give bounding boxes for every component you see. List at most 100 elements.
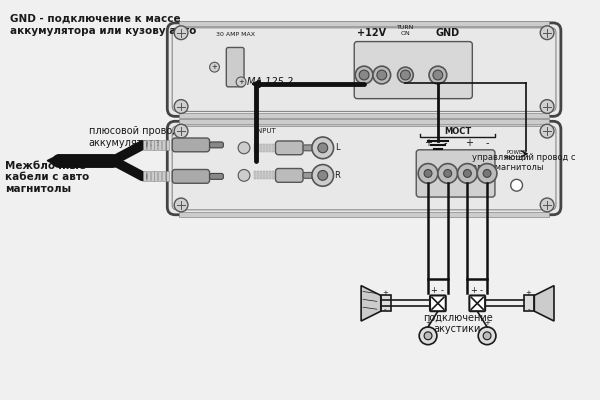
Bar <box>179 21 549 26</box>
Circle shape <box>174 100 188 114</box>
Circle shape <box>359 70 369 80</box>
FancyBboxPatch shape <box>430 296 446 311</box>
Circle shape <box>174 26 188 40</box>
Bar <box>266 172 268 179</box>
Text: +: + <box>484 320 490 326</box>
Polygon shape <box>47 155 59 166</box>
Bar <box>179 212 549 217</box>
Circle shape <box>540 198 554 212</box>
Bar <box>143 172 146 181</box>
Bar <box>143 140 146 150</box>
FancyBboxPatch shape <box>275 141 303 155</box>
Circle shape <box>236 77 246 87</box>
Text: MA 125.2: MA 125.2 <box>247 77 294 87</box>
Bar <box>260 172 262 179</box>
Bar <box>254 144 256 152</box>
Circle shape <box>463 170 472 177</box>
FancyBboxPatch shape <box>209 142 223 148</box>
Circle shape <box>238 142 250 154</box>
Polygon shape <box>535 286 554 321</box>
Text: +: + <box>466 138 473 148</box>
Bar <box>260 144 262 152</box>
Text: -: - <box>479 286 482 295</box>
Circle shape <box>398 67 413 83</box>
Bar <box>158 172 161 181</box>
Circle shape <box>174 124 188 138</box>
Text: L: L <box>335 143 340 152</box>
Circle shape <box>424 170 432 177</box>
FancyBboxPatch shape <box>354 42 472 99</box>
Circle shape <box>400 70 410 80</box>
Text: Межблочные
кабели с авто
магнитолы: Межблочные кабели с авто магнитолы <box>5 161 89 194</box>
Circle shape <box>238 170 250 181</box>
Circle shape <box>312 137 334 159</box>
Bar <box>263 172 265 179</box>
FancyBboxPatch shape <box>275 168 303 182</box>
Text: TURN
ON: TURN ON <box>397 25 414 36</box>
Text: 30 AMP MAX: 30 AMP MAX <box>215 32 254 37</box>
FancyBboxPatch shape <box>209 174 223 179</box>
Bar <box>524 296 535 311</box>
Circle shape <box>209 62 220 72</box>
Circle shape <box>312 164 334 186</box>
Bar <box>158 140 161 150</box>
Circle shape <box>418 164 438 183</box>
Bar <box>146 140 149 150</box>
Circle shape <box>458 164 477 183</box>
Bar <box>151 172 154 181</box>
Bar <box>257 144 259 152</box>
Text: +: + <box>425 320 431 326</box>
Circle shape <box>540 100 554 114</box>
Circle shape <box>318 170 328 180</box>
FancyBboxPatch shape <box>172 170 209 183</box>
Circle shape <box>377 70 387 80</box>
Text: -: - <box>383 306 386 312</box>
Text: GND: GND <box>436 28 460 38</box>
Circle shape <box>540 124 554 138</box>
Bar <box>163 172 166 181</box>
Bar <box>263 144 265 152</box>
Circle shape <box>438 164 458 183</box>
Text: INPUT: INPUT <box>256 128 276 134</box>
Bar <box>179 114 549 118</box>
Circle shape <box>444 170 452 177</box>
Bar <box>163 140 166 150</box>
Circle shape <box>318 143 328 153</box>
Circle shape <box>174 198 188 212</box>
Bar <box>154 140 157 150</box>
Bar <box>254 172 256 179</box>
Bar <box>257 172 259 179</box>
Bar <box>151 140 154 150</box>
Circle shape <box>429 66 447 84</box>
Circle shape <box>511 179 523 191</box>
FancyBboxPatch shape <box>167 23 561 116</box>
Text: +: + <box>382 290 388 296</box>
Circle shape <box>433 70 443 80</box>
Circle shape <box>483 170 491 177</box>
FancyBboxPatch shape <box>416 150 495 197</box>
Circle shape <box>424 332 432 340</box>
FancyBboxPatch shape <box>167 121 561 215</box>
Bar <box>272 144 274 152</box>
Bar <box>269 172 271 179</box>
FancyBboxPatch shape <box>172 138 209 152</box>
Circle shape <box>478 327 496 345</box>
Bar <box>266 144 268 152</box>
Text: +: + <box>470 286 477 295</box>
Polygon shape <box>361 286 381 321</box>
Text: POWER
PROTECT: POWER PROTECT <box>504 150 529 161</box>
FancyBboxPatch shape <box>469 296 485 311</box>
Circle shape <box>477 164 497 183</box>
FancyBboxPatch shape <box>226 48 244 87</box>
Bar <box>179 119 549 124</box>
Bar <box>269 144 271 152</box>
Text: -: - <box>527 306 530 312</box>
Bar <box>166 140 169 150</box>
Text: подключение
акустики: подключение акустики <box>422 312 493 334</box>
Text: +12V: +12V <box>358 28 386 38</box>
Text: управляющий провод с
авто магнитолы: управляющий провод с авто магнитолы <box>472 153 576 172</box>
FancyBboxPatch shape <box>303 172 315 178</box>
Text: -: - <box>440 286 443 295</box>
Bar <box>381 296 391 311</box>
Bar <box>154 172 157 181</box>
